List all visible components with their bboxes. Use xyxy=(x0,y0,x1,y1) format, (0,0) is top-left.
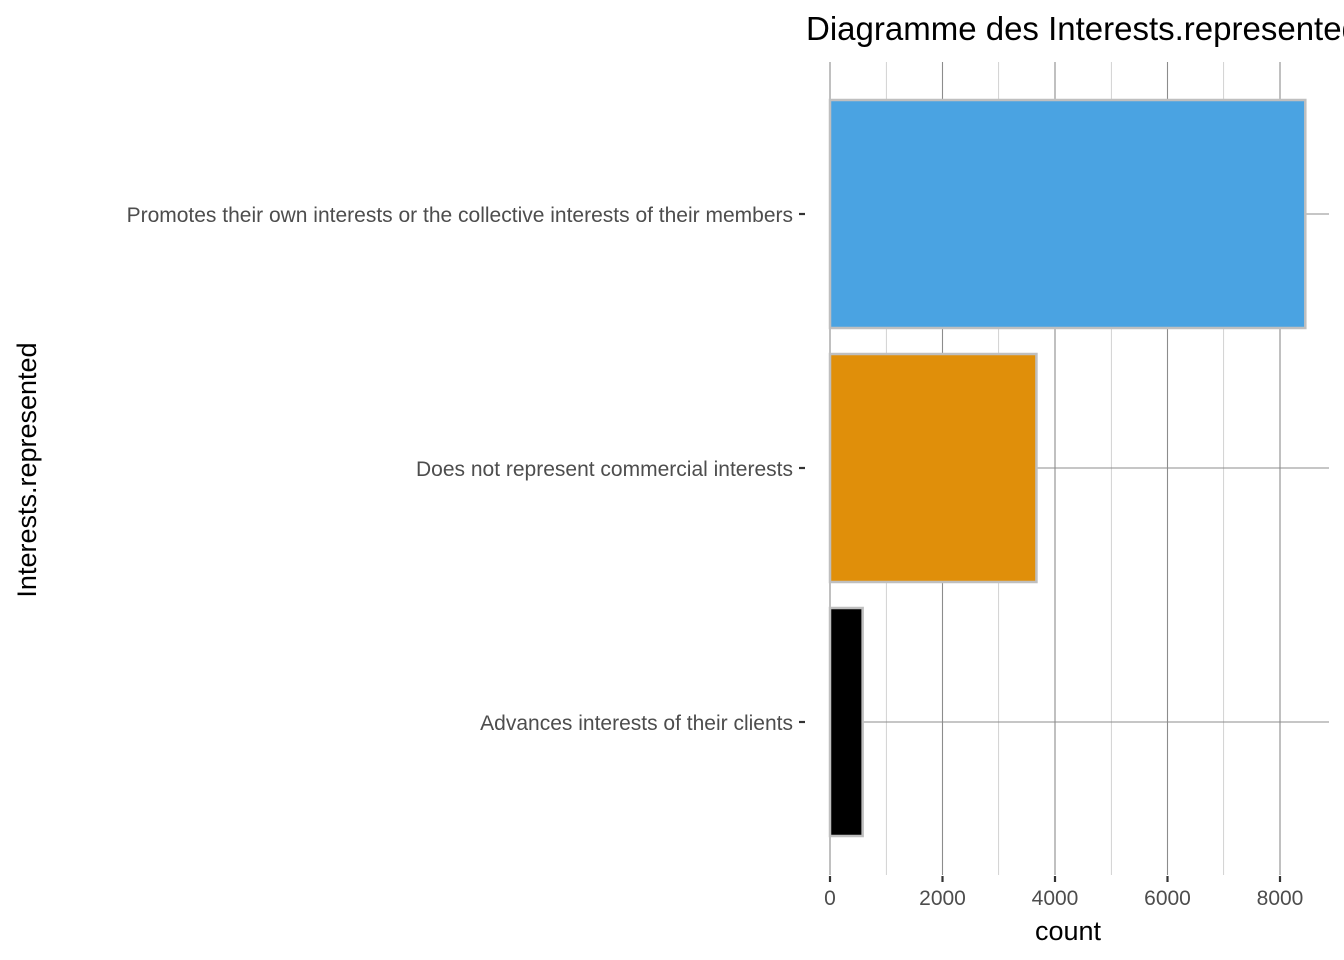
x-axis: 0 2000 4000 6000 8000 xyxy=(824,876,1303,910)
x-axis-title: count xyxy=(1035,916,1102,946)
y-tick-label: Advances interests of their clients xyxy=(480,712,793,735)
x-tick-label: 4000 xyxy=(1032,887,1079,910)
x-tick-label: 8000 xyxy=(1257,887,1304,910)
x-tick-label: 0 xyxy=(824,887,836,910)
x-tick-label: 6000 xyxy=(1144,887,1191,910)
bar xyxy=(828,606,864,838)
bars xyxy=(828,98,1307,838)
bar xyxy=(828,352,1038,584)
bar xyxy=(828,98,1307,330)
y-axis: Promotes their own interests or the coll… xyxy=(127,204,805,735)
y-tick-label: Does not represent commercial interests xyxy=(416,458,793,481)
y-tick-label: Promotes their own interests or the coll… xyxy=(127,204,793,227)
y-axis-title: Interests.represented xyxy=(12,342,42,597)
chart-title: Diagramme des Interests.represented xyxy=(806,10,1344,47)
x-tick-label: 2000 xyxy=(919,887,966,910)
